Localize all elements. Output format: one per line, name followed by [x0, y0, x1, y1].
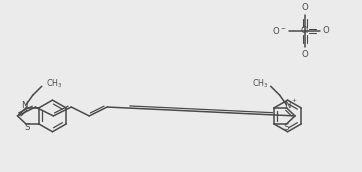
Text: N: N — [22, 101, 28, 110]
Text: +: + — [292, 98, 296, 103]
Text: S: S — [24, 123, 30, 132]
Text: CH$_3$: CH$_3$ — [46, 77, 62, 90]
Text: O: O — [323, 26, 329, 35]
Text: O: O — [301, 50, 308, 59]
Text: CH$_3$: CH$_3$ — [252, 77, 269, 90]
Text: N: N — [285, 101, 291, 110]
Text: S: S — [283, 123, 289, 132]
Text: O$^-$: O$^-$ — [272, 25, 287, 36]
Text: O: O — [301, 3, 308, 12]
Text: Cl: Cl — [300, 26, 309, 35]
